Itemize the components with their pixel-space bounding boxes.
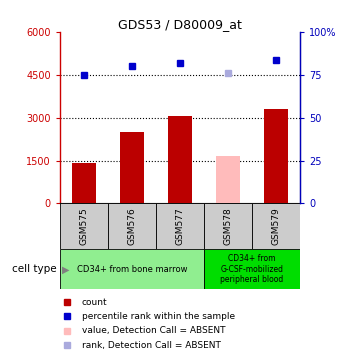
Text: GSM577: GSM577 bbox=[176, 207, 185, 245]
Bar bbox=[156, 203, 204, 250]
Bar bbox=[72, 163, 96, 203]
Text: GSM576: GSM576 bbox=[128, 207, 137, 245]
Bar bbox=[204, 250, 300, 289]
Bar bbox=[120, 132, 144, 203]
Text: value, Detection Call = ABSENT: value, Detection Call = ABSENT bbox=[82, 326, 225, 336]
Bar bbox=[60, 250, 204, 289]
Bar bbox=[252, 203, 300, 250]
Text: rank, Detection Call = ABSENT: rank, Detection Call = ABSENT bbox=[82, 341, 221, 350]
Bar bbox=[168, 116, 192, 203]
Text: count: count bbox=[82, 297, 107, 307]
Text: cell type: cell type bbox=[12, 264, 57, 274]
Title: GDS53 / D80009_at: GDS53 / D80009_at bbox=[118, 18, 242, 31]
Text: ▶: ▶ bbox=[62, 264, 69, 274]
Bar bbox=[60, 203, 108, 250]
Text: CD34+ from bone marrow: CD34+ from bone marrow bbox=[77, 265, 187, 274]
Bar bbox=[264, 109, 288, 203]
Bar bbox=[216, 156, 240, 203]
Text: GSM575: GSM575 bbox=[80, 207, 88, 245]
Text: percentile rank within the sample: percentile rank within the sample bbox=[82, 312, 235, 321]
Bar bbox=[108, 203, 156, 250]
Text: CD34+ from
G-CSF-mobilized
peripheral blood: CD34+ from G-CSF-mobilized peripheral bl… bbox=[221, 255, 284, 284]
Text: GSM579: GSM579 bbox=[272, 207, 281, 245]
Bar bbox=[204, 203, 252, 250]
Text: GSM578: GSM578 bbox=[224, 207, 233, 245]
